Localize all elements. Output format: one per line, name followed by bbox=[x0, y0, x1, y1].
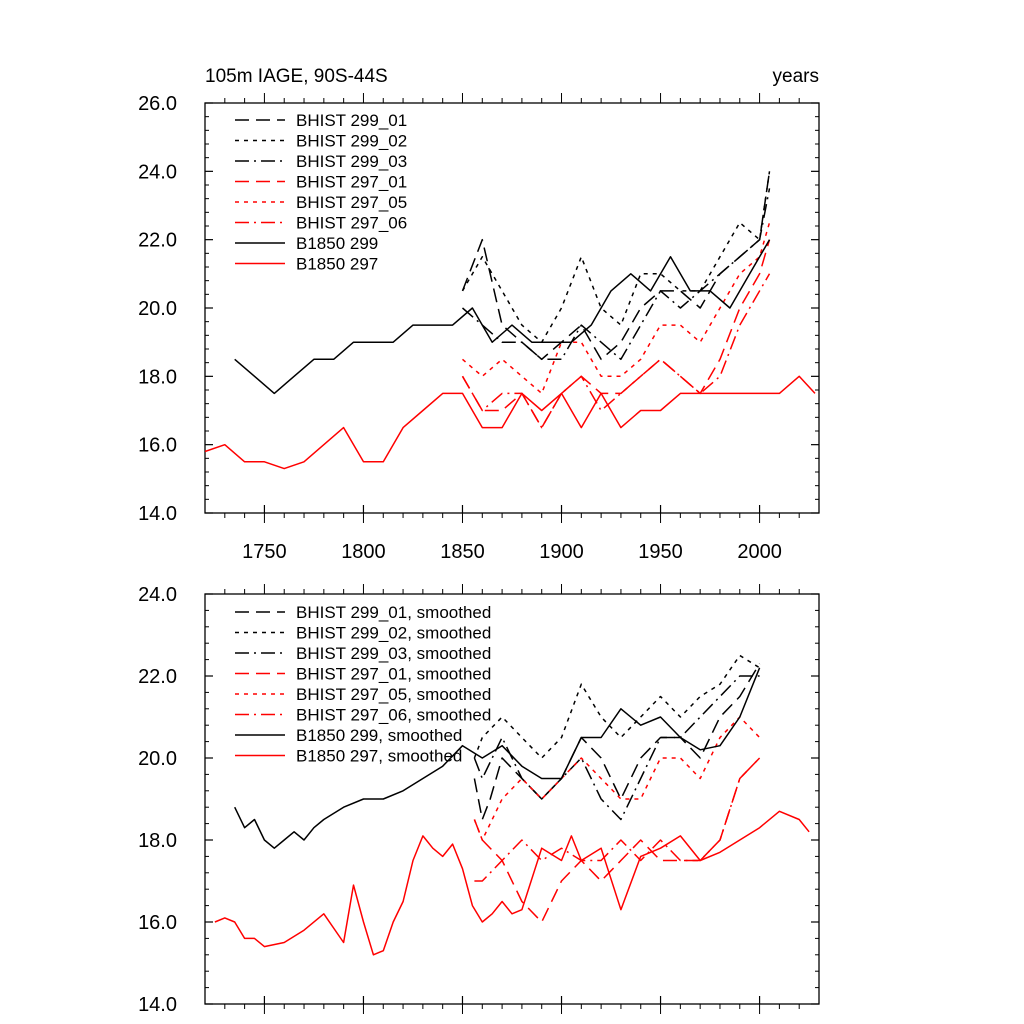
legend-label: B1850 297 bbox=[296, 255, 378, 274]
series-line-bhist-299-03 bbox=[462, 188, 771, 361]
legend-label: BHIST 299_01 bbox=[296, 111, 407, 130]
top-chart-panel: 105m IAGE, 90S-44S years 14.0 16.0 18.0 20.… bbox=[138, 66, 820, 563]
series-line-bhist-299-01 bbox=[461, 171, 771, 361]
y-tick-label: 20.0 bbox=[138, 298, 177, 320]
series-line-b1850-299 bbox=[234, 239, 771, 395]
bottom-x-axis bbox=[224, 584, 800, 1014]
y-tick-label: 26.0 bbox=[138, 93, 177, 115]
legend-label: BHIST 297_05, smoothed bbox=[296, 685, 491, 704]
bottom-chart-panel: 14.0 16.0 18.0 20.0 22.0 24.0 BHIST 299_01, s… bbox=[138, 584, 820, 1016]
x-tick-label: 2000 bbox=[737, 541, 782, 563]
x-tick-label: 1900 bbox=[539, 541, 584, 563]
legend-label: BHIST 299_02 bbox=[296, 132, 407, 151]
y-tick-label: 22.0 bbox=[138, 230, 177, 252]
y-tick-label: 14.0 bbox=[138, 503, 177, 525]
series-line-bhist-297-01 bbox=[461, 239, 771, 429]
top-x-axis: 1750 1800 1850 1900 1950 2000 bbox=[224, 93, 800, 563]
series-line-bhist-297-05-smoothed bbox=[473, 716, 761, 841]
series-line-bhist-299-01-smoothed bbox=[473, 663, 761, 821]
legend-label: B1850 299 bbox=[296, 234, 378, 253]
series-line-b1850-297-smoothed bbox=[214, 810, 810, 956]
top-y-axis: 14.0 16.0 18.0 20.0 22.0 24.0 26.0 bbox=[138, 93, 819, 525]
y-tick-label: 22.0 bbox=[138, 666, 177, 688]
series-line-b1850-297 bbox=[204, 375, 816, 470]
legend-label: B1850 299, smoothed bbox=[296, 726, 462, 745]
legend-label: B1850 297, smoothed bbox=[296, 747, 462, 766]
top-chart-units: years bbox=[773, 66, 819, 87]
y-tick-label: 18.0 bbox=[138, 830, 177, 852]
series-line-bhist-299-02 bbox=[461, 171, 771, 343]
legend-label: BHIST 297_01, smoothed bbox=[296, 665, 491, 684]
top-chart-title: 105m IAGE, 90S-44S bbox=[205, 66, 388, 87]
y-tick-label: 16.0 bbox=[138, 435, 177, 457]
series-line-b1850-299-smoothed bbox=[234, 667, 761, 849]
bottom-y-axis: 14.0 16.0 18.0 20.0 22.0 24.0 bbox=[138, 584, 819, 1016]
legend-label: BHIST 297_06, smoothed bbox=[296, 706, 491, 725]
y-tick-label: 24.0 bbox=[138, 161, 177, 183]
bottom-plot-frame bbox=[204, 593, 820, 1005]
legend-label: BHIST 299_03, smoothed bbox=[296, 644, 491, 663]
legend-label: BHIST 299_02, smoothed bbox=[296, 624, 491, 643]
bottom-legend: BHIST 299_01, smoothed BHIST 299_02, smoo… bbox=[235, 603, 491, 766]
series-line-bhist-299-03-smoothed bbox=[473, 675, 760, 821]
x-tick-label: 1850 bbox=[440, 541, 485, 563]
y-tick-label: 20.0 bbox=[138, 748, 177, 770]
y-tick-label: 18.0 bbox=[138, 366, 177, 388]
series-line-bhist-297-01-smoothed bbox=[473, 757, 761, 923]
bottom-series-lines bbox=[214, 654, 810, 956]
top-series-lines bbox=[204, 171, 816, 470]
x-tick-label: 1950 bbox=[638, 541, 683, 563]
series-line-bhist-297-06-smoothed bbox=[474, 757, 761, 882]
x-tick-label: 1800 bbox=[341, 541, 386, 563]
legend-label: BHIST 297_01 bbox=[296, 173, 407, 192]
legend-label: BHIST 299_03 bbox=[296, 152, 407, 171]
legend-label: BHIST 297_06 bbox=[296, 214, 407, 233]
series-line-bhist-299-02-smoothed bbox=[473, 654, 760, 759]
y-tick-label: 24.0 bbox=[138, 584, 177, 606]
y-tick-label: 14.0 bbox=[138, 994, 177, 1016]
legend-label: BHIST 299_01, smoothed bbox=[296, 603, 491, 622]
series-line-bhist-297-06 bbox=[461, 273, 771, 429]
legend-label: BHIST 297_05 bbox=[296, 193, 407, 212]
x-tick-label: 1750 bbox=[242, 541, 287, 563]
y-tick-label: 16.0 bbox=[138, 912, 177, 934]
